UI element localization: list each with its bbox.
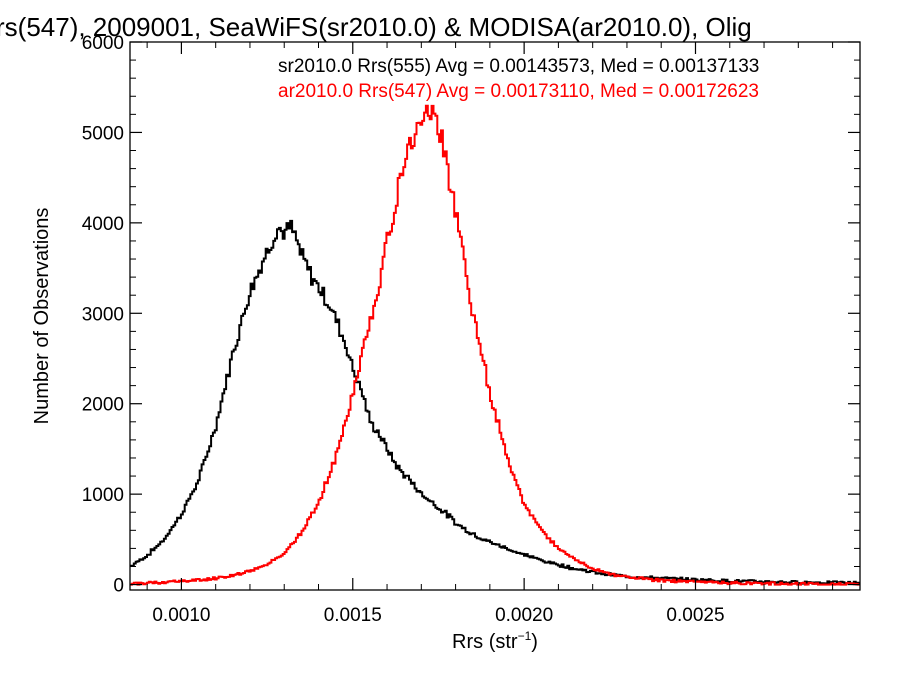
legend-entry-red: ar2010.0 Rrs(547) Avg = 0.00173110, Med … [278,81,759,102]
series-0 [130,219,861,586]
y-tick-label: 2000 [82,395,124,416]
y-axis: 0 1000 2000 3000 4000 5000 6000 [82,33,860,597]
y-tick-label: 0 [113,576,124,597]
y-tick-label: 1000 [82,485,124,506]
chart-title: rs(547), 2009001, SeaWiFS(sr2010.0) & MO… [0,12,752,42]
x-axis-label-close: ) [531,631,538,653]
series-layer [130,104,861,586]
y-tick-label: 4000 [82,214,124,235]
x-axis-label-main: Rrs (str [452,631,518,653]
y-axis-label: Number of Observations [31,208,53,425]
x-tick-label: 0.0015 [324,605,382,626]
legend-entry-black: sr2010.0 Rrs(555) Avg = 0.00143573, Med … [278,56,759,77]
series-0-histogram-line [130,219,861,586]
y-tick-label: 3000 [82,304,124,325]
x-tick-label: 0.0020 [495,605,553,626]
x-axis-label: Rrs (str−1) [452,629,538,653]
x-axis: 0.0010 0.0015 0.0020 0.0025 [146,42,834,626]
x-axis-label-superscript: −1 [518,629,532,643]
y-tick-label: 6000 [82,33,124,54]
plot-frame [129,41,861,591]
series-1-histogram-line [130,104,860,586]
y-tick-label: 5000 [82,123,124,144]
x-tick-label: 0.0025 [666,605,724,626]
series-1 [130,104,860,586]
x-tick-label: 0.0010 [152,605,210,626]
